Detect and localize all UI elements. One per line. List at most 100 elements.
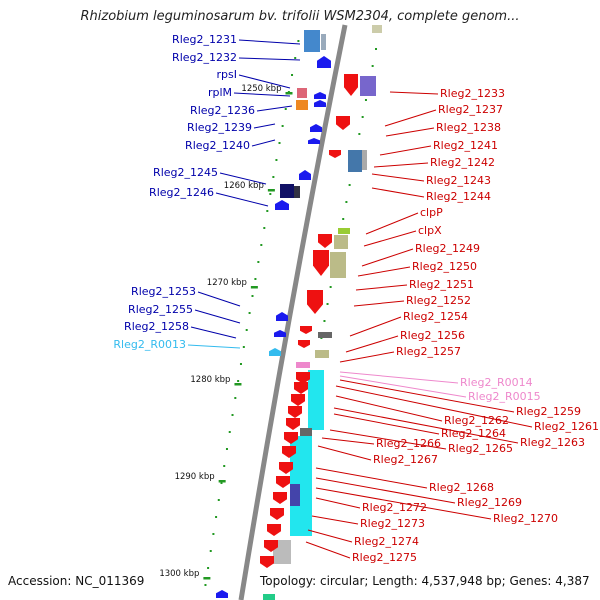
gene-label-rleg2_1274: Rleg2_1274	[354, 535, 419, 548]
reverse-gene-arrow	[310, 124, 322, 132]
ruler-dot	[375, 48, 378, 50]
label-leader-line	[361, 248, 414, 267]
gene-label-rleg2_1264: Rleg2_1264	[441, 427, 506, 440]
gene-label-rleg2_1259: Rleg2_1259	[516, 405, 581, 418]
gene-label-rleg2_1270: Rleg2_1270	[493, 512, 558, 525]
ruler-dot	[269, 193, 272, 195]
forward-gene-arrow	[288, 406, 302, 418]
ruler-dot	[342, 218, 345, 220]
forward-gene-arrow	[273, 492, 287, 504]
ruler-dot	[225, 448, 228, 450]
label-leader-line	[238, 74, 291, 89]
ruler-dot	[242, 346, 245, 348]
ruler-dot	[254, 278, 257, 280]
label-leader-line	[238, 39, 301, 45]
gene-label-rleg2_1233: Rleg2_1233	[440, 87, 505, 100]
gene-block	[318, 332, 332, 338]
label-leader-line	[379, 145, 432, 156]
label-leader-line	[333, 407, 519, 444]
gene-block	[263, 594, 275, 600]
gene-label-rleg2_1251: Rleg2_1251	[409, 278, 474, 291]
label-leader-line	[307, 529, 353, 543]
label-leader-line	[219, 172, 267, 185]
ruler-dot	[207, 567, 210, 569]
forward-gene-arrow	[282, 446, 296, 458]
ruler-dot	[209, 550, 212, 552]
gene-label-rleg2_1257: Rleg2_1257	[396, 345, 461, 358]
forward-gene-arrow	[313, 250, 329, 276]
forward-gene-arrow	[318, 234, 332, 248]
gene-label-rleg2_1256: Rleg2_1256	[400, 329, 465, 342]
ruler-dot	[364, 99, 367, 101]
gene-block	[372, 25, 382, 33]
gene-label-rleg2_1242: Rleg2_1242	[430, 156, 495, 169]
ruler-tick-label: 1250 kbp	[241, 84, 281, 94]
genome-backbone	[238, 24, 348, 600]
forward-gene-arrow	[270, 508, 284, 520]
forward-gene-arrow	[260, 556, 274, 568]
label-leader-line	[315, 467, 428, 489]
ruler-dot	[329, 286, 332, 288]
reverse-gene-arrow	[314, 92, 326, 99]
reverse-gene-arrow	[299, 170, 311, 180]
backbone-line	[238, 24, 348, 600]
ruler-dot	[281, 125, 284, 127]
ruler-dot	[231, 414, 234, 416]
label-leader-line	[187, 344, 241, 349]
label-leader-line	[389, 91, 439, 95]
gene-label-rleg2_1258: Rleg2_1258	[124, 320, 189, 333]
gene-label-rleg2_1238: Rleg2_1238	[436, 121, 501, 134]
label-leader-lines	[187, 39, 533, 559]
ruler-dot	[348, 184, 351, 186]
label-leader-line	[256, 105, 293, 112]
gene-label-rleg2_1254: Rleg2_1254	[403, 310, 468, 323]
ruler-tick-label: 1280 kbp	[190, 375, 230, 385]
label-leader-line	[355, 284, 408, 291]
label-leader-line	[238, 57, 301, 61]
label-leader-line	[384, 109, 437, 127]
ruler-tick-label: 1300 kbp	[159, 569, 199, 579]
topology-summary: Topology: circular; Length: 4,537,948 bp…	[260, 574, 590, 588]
reverse-gene-arrow	[308, 138, 320, 144]
ruler-tick-label: 1290 kbp	[175, 472, 215, 482]
forward-gene-arrow	[300, 326, 312, 334]
forward-gene-arrow	[286, 418, 300, 430]
forward-gene-arrow	[291, 394, 305, 406]
map-title: Rhizobium leguminosarum bv. trifolii WSM…	[80, 9, 520, 24]
ruler-dot	[223, 465, 226, 467]
ruler-tick	[285, 92, 293, 95]
forward-gene-arrow	[267, 524, 281, 536]
ruler-dot	[234, 397, 237, 399]
ruler-dot	[204, 584, 207, 586]
label-leader-line	[339, 351, 395, 363]
ruler-dot	[297, 40, 300, 42]
label-leader-line	[371, 187, 425, 198]
label-leader-line	[315, 497, 361, 509]
ruler-dot	[237, 380, 240, 382]
gene-labels: Rleg2_1231 Rleg2_1232 rpsI rplM Rleg2_1236 Rl…	[113, 33, 599, 564]
forward-gene-arrow	[294, 382, 308, 394]
gene-label-rleg2_1263: Rleg2_1263	[520, 436, 585, 449]
gene-features	[216, 25, 382, 600]
label-leader-line	[253, 123, 276, 129]
ruler-dot	[275, 159, 278, 161]
ruler-dot	[245, 329, 248, 331]
ruler-dot	[272, 176, 275, 178]
ruler-dot	[278, 142, 281, 144]
gene-block	[290, 436, 312, 536]
label-leader-line	[371, 173, 425, 182]
label-leader-line	[365, 212, 419, 235]
gene-label-rleg2_1273: Rleg2_1273	[360, 517, 425, 530]
gene-block	[348, 150, 362, 172]
label-leader-line	[339, 371, 459, 384]
gene-label-clpp: clpP	[420, 206, 443, 219]
label-leader-line	[339, 375, 467, 398]
label-leader-line	[317, 445, 372, 461]
label-leader-line	[357, 266, 411, 277]
ruler-dot	[323, 320, 326, 322]
gene-label-rleg2_1239: Rleg2_1239	[187, 121, 252, 134]
gene-label-rleg2_1232: Rleg2_1232	[172, 51, 237, 64]
reverse-gene-arrow	[216, 590, 228, 598]
gene-block	[360, 76, 376, 96]
